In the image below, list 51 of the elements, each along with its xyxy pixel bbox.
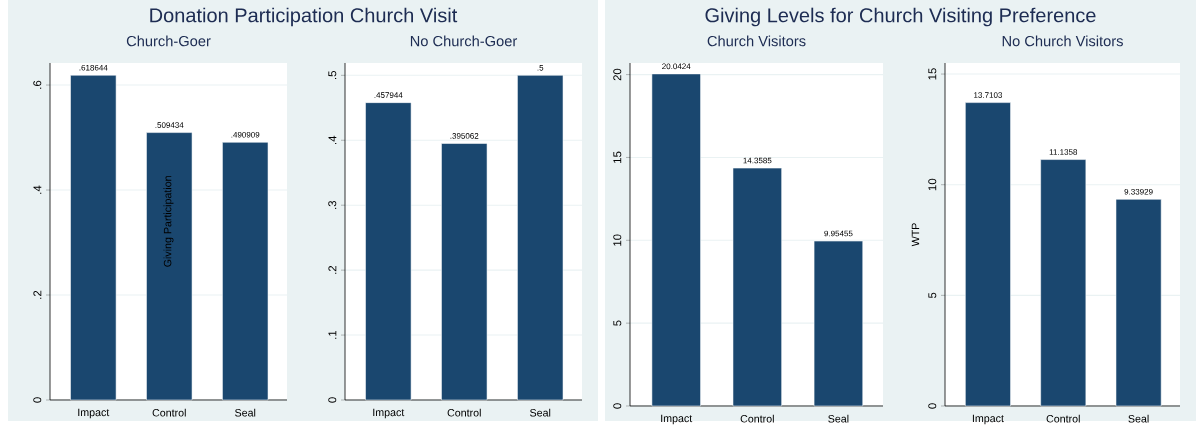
y-tick-label: 5 (928, 292, 937, 299)
chart-title: No Church-Goer (410, 35, 518, 47)
y-tick-label: 15 (613, 151, 622, 164)
y-tick-label: 0 (328, 397, 337, 403)
y-tick-label: 0 (33, 397, 42, 403)
y-tick-label: 0 (928, 403, 937, 409)
data-label: .490909 (231, 132, 260, 138)
y-tick-label: .5 (328, 71, 337, 80)
x-tick-label: Impact (661, 414, 693, 425)
y-tick-label: .6 (33, 80, 42, 89)
data-label: .395062 (450, 133, 479, 139)
x-tick-label: Control (152, 408, 186, 417)
x-tick-label: Seal (530, 408, 551, 417)
y-tick-label: 20 (613, 68, 622, 81)
x-tick-label: Seal (235, 408, 256, 417)
data-label: 20.0424 (662, 63, 691, 70)
y-tick-label: 10 (613, 234, 622, 246)
x-tick-label: Seal (828, 414, 849, 423)
data-label: .618644 (79, 65, 108, 71)
y-tick-label: 15 (928, 68, 937, 80)
x-tick-label: Impact (373, 408, 405, 419)
y-tick-label: .4 (33, 185, 42, 194)
x-tick-label: Control (1046, 414, 1080, 423)
chart-title: Donation Participation Church Visit (150, 7, 458, 27)
chart-title: No Church Visitors (1002, 35, 1123, 47)
chart-title: Giving Levels for Church Visiting Preference (705, 7, 1096, 27)
x-tick-label: Control (740, 414, 774, 423)
y-tick-label: 5 (613, 320, 622, 326)
y-tick-label: 0 (613, 403, 622, 409)
y-tick-label: .4 (328, 136, 337, 145)
data-label: 14.3585 (743, 157, 772, 164)
y-tick-label: 10 (928, 179, 937, 191)
data-label: 9.95455 (824, 230, 853, 237)
data-label: .509434 (155, 122, 184, 129)
x-tick-label: Impact (972, 414, 1004, 425)
data-label: 9.33929 (1124, 189, 1153, 195)
data-label: 13.7103 (974, 92, 1003, 99)
x-tick-label: Seal (1128, 414, 1149, 423)
y-tick-label: .3 (328, 201, 337, 210)
chart-subtitle: Church Visitors (707, 35, 806, 47)
x-tick-label: Control (447, 408, 481, 417)
x-tick-label: Impact (78, 408, 110, 419)
y-axis-title: WTP (911, 223, 920, 247)
y-tick-label: .2 (33, 291, 42, 299)
y-axis-title: Giving Participation (163, 176, 174, 267)
data-label: 11.1358 (1049, 149, 1078, 156)
y-tick-label: .1 (328, 331, 337, 339)
data-label: .457944 (374, 92, 403, 99)
chart-subtitle: Church-Goer (126, 35, 211, 47)
data-label: .5 (537, 65, 544, 71)
y-tick-label: .2 (328, 266, 337, 274)
